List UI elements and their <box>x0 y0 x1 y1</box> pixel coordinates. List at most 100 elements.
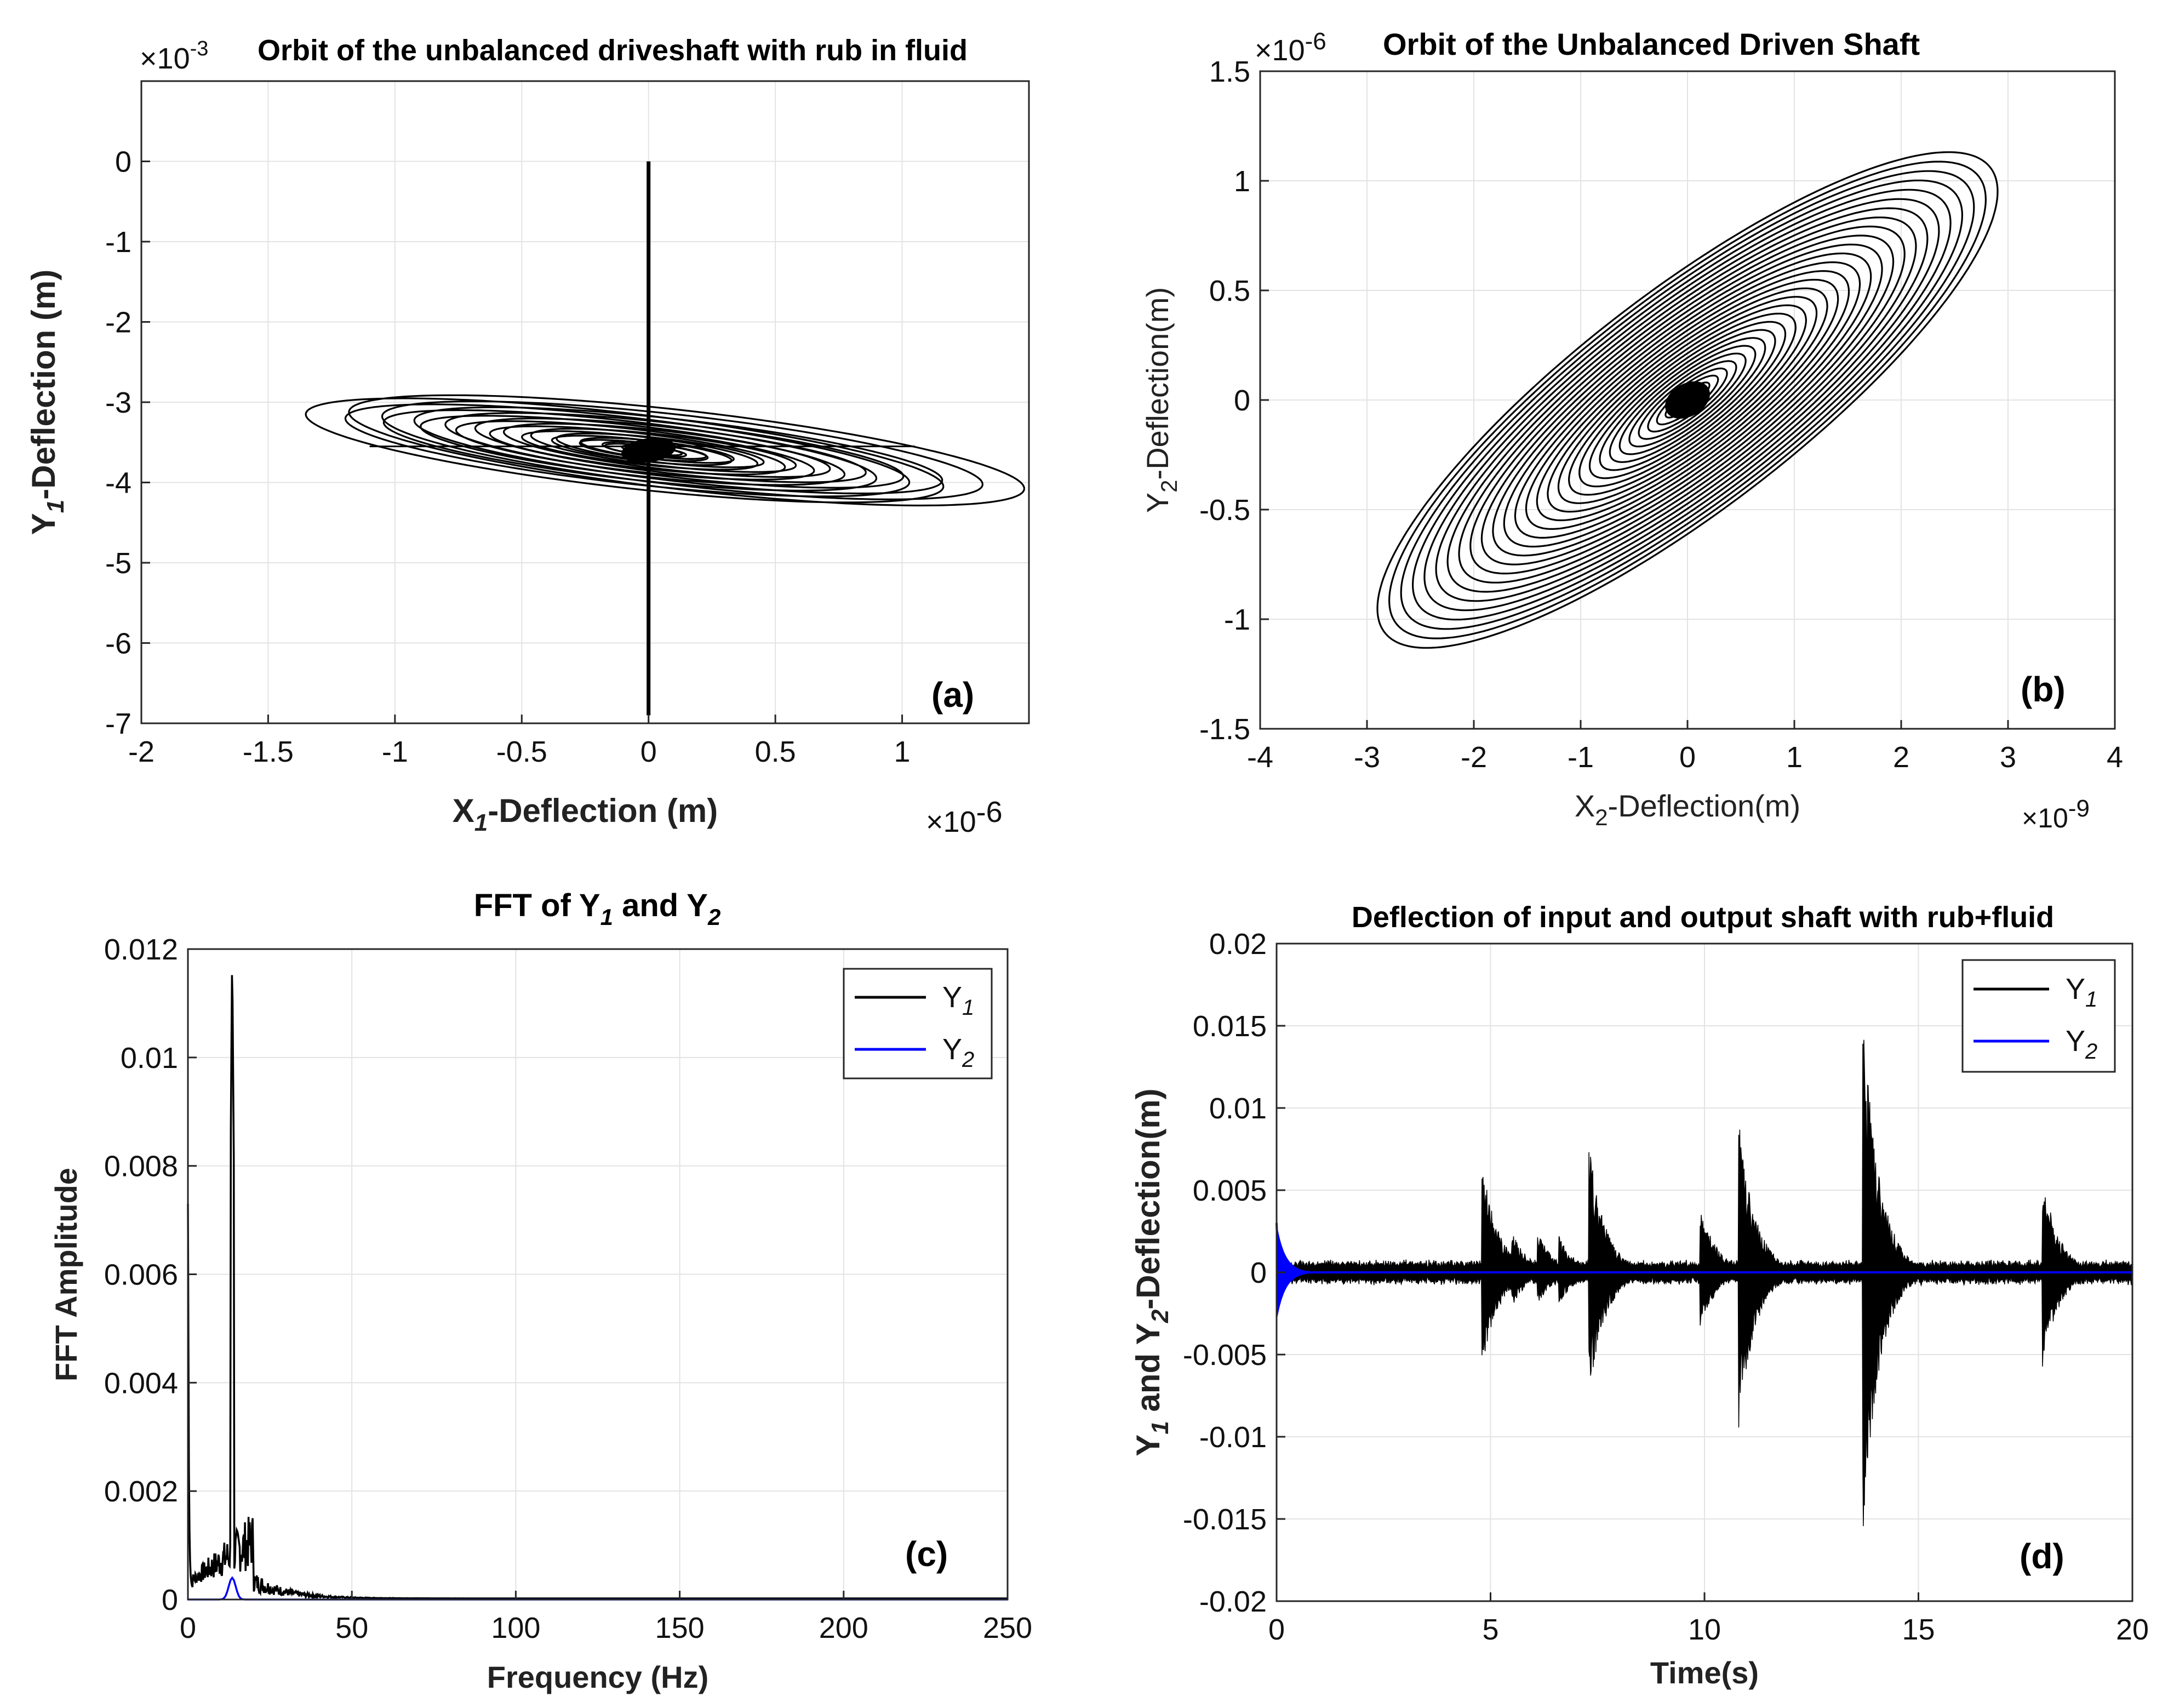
chart-c-legend-label-y2-sub: 2 <box>962 1048 974 1072</box>
chart-d-series-y2-transient <box>1277 1223 1311 1322</box>
chart-a-y-exponent-power: -3 <box>190 37 209 60</box>
chart-a-title: Orbit of the unbalanced driveshaft with … <box>258 34 968 67</box>
chart-d-y-label-main: Y <box>1130 1435 1166 1456</box>
chart-c-y-tick-label: 0.008 <box>104 1150 178 1183</box>
chart-b-x-tick-label: 2 <box>1893 741 1909 774</box>
chart-d-y-label-mid: and Y <box>1130 1323 1166 1421</box>
chart-c-x-tick-label: 150 <box>655 1612 705 1644</box>
chart-a-x-tick-label: -2 <box>128 735 155 768</box>
chart-d-legend-label-y1: Y1 <box>2066 973 2097 1012</box>
chart-b-y-exponent-power: -6 <box>1305 28 1326 55</box>
chart-d-y-tick-label: 0 <box>1250 1256 1267 1289</box>
chart-d-y-tick-label: 0.02 <box>1209 928 1267 961</box>
chart-c-legend-label-y1: Y1 <box>942 981 974 1020</box>
chart-c-x-tick-label: 200 <box>819 1612 868 1644</box>
chart-d-y-ticks: 0.02 0.015 0.01 0.005 0 -0.005 -0.01 -0.015 -0.0… <box>1183 928 1285 1618</box>
chart-a-x-tick-label: 1 <box>894 735 911 768</box>
chart-c-title-part2: and Y <box>613 888 708 923</box>
chart-d-y-label: Y1 and Y2-Deflection(m) <box>1130 1088 1174 1456</box>
chart-b-y-tick-label: 1 <box>1234 165 1250 198</box>
chart-c-legend-label-y1-sub: 1 <box>962 996 974 1020</box>
chart-a-x-label-rest: -Deflection (m) <box>488 792 718 829</box>
chart-c-series-y1 <box>187 975 1008 1601</box>
chart-a-x-label: X1-Deflection (m) <box>453 792 718 836</box>
chart-b-x-tick-label: -4 <box>1247 741 1273 774</box>
chart-c-x-tick-label: 0 <box>180 1612 196 1644</box>
chart-d-legend-box <box>1961 959 2116 1073</box>
chart-b-x-tick-label: 1 <box>1786 741 1803 774</box>
chart-c-y-tick-label: 0.004 <box>104 1367 178 1399</box>
chart-d-legend-label-y1-sub: 1 <box>2085 987 2097 1012</box>
chart-b-x-label: X2-Deflection(m) <box>1575 789 1800 830</box>
chart-b-x-tick-label: 3 <box>2000 741 2016 774</box>
chart-b-orbit-center <box>1665 381 1710 419</box>
chart-d-title: Deflection of input and output shaft wit… <box>1352 901 2054 934</box>
chart-d-x-tick-label: 20 <box>2116 1613 2149 1646</box>
chart-d-y-tick-label: 0.015 <box>1193 1010 1267 1043</box>
chart-b-x-tick-label: -1 <box>1568 741 1594 774</box>
chart-c-legend-label-y2: Y2 <box>942 1033 974 1072</box>
chart-a-x-tick-label: -0.5 <box>496 735 547 768</box>
chart-c-y-tick-label: 0.012 <box>104 933 178 966</box>
chart-a-y-tick-label: -1 <box>105 226 131 259</box>
chart-c-legend-label-y2-main: Y <box>942 1033 962 1066</box>
chart-c-x-label: Frequency (Hz) <box>487 1660 709 1694</box>
chart-d-series-y2 <box>1275 1223 2132 1304</box>
chart-b-y-tick-label: -1.5 <box>1199 713 1250 746</box>
chart-a-y-tick-label: -4 <box>105 467 131 500</box>
chart-d-x-tick-label: 5 <box>1482 1613 1498 1646</box>
chart-c-legend: Y1 Y2 <box>843 968 993 1079</box>
chart-a-y-tick-label: -6 <box>105 627 131 660</box>
chart-c-x-tick-label: 100 <box>491 1612 540 1644</box>
chart-a-x-exponent-power: -6 <box>976 796 1003 829</box>
chart-b-x-exponent: ×10-9 <box>2022 795 2090 833</box>
chart-c-y-ticks: 0 0.002 0.004 0.006 0.008 0.01 0.012 <box>104 933 197 1616</box>
chart-d-legend-label-y2-main: Y <box>2066 1025 2085 1058</box>
chart-b-y-tick-label: 0.5 <box>1209 275 1250 307</box>
chart-d-y-tick-label: -0.02 <box>1199 1585 1267 1618</box>
chart-b-x-tick-label: 4 <box>2107 741 2123 774</box>
chart-d-x-label: Time(s) <box>1650 1655 1759 1690</box>
chart-b-y-exponent: ×10-6 <box>1255 28 1326 67</box>
chart-b-x-exponent-power: -9 <box>2068 795 2090 822</box>
chart-c-legend-box <box>843 968 993 1079</box>
chart-d-legend-label-y2: Y2 <box>2066 1025 2097 1064</box>
chart-a-x-label-sub: 1 <box>474 809 488 836</box>
chart-b-y-tick-label: 0 <box>1234 384 1250 417</box>
chart-a-y-tick-label: -5 <box>105 547 131 580</box>
chart-c-x-tick-label: 50 <box>335 1612 368 1644</box>
chart-a-x-tick-label: 0 <box>640 735 657 768</box>
chart-b-x-label-rest: -Deflection(m) <box>1608 789 1801 823</box>
chart-b-y-tick-label: -1 <box>1224 603 1250 636</box>
chart-d-legend-label-y1-main: Y <box>2066 973 2085 1006</box>
chart-panel-b: -4 -3 -2 -1 0 1 2 3 4 1.5 1 0.5 0 -0.5 -1 -1.5 Orbit o… <box>1140 27 2123 833</box>
chart-b-x-ticks: -4 -3 -2 -1 0 1 2 3 4 <box>1247 720 2123 774</box>
chart-a-y-label: Y1-Deflection (m) <box>25 270 69 535</box>
chart-a-x-tick-label: 0.5 <box>755 735 796 768</box>
chart-c-y-label: FFT Amplitude <box>49 1168 83 1381</box>
chart-b-panel-label: (b) <box>2021 670 2066 709</box>
chart-b-y-tick-label: -0.5 <box>1199 494 1250 527</box>
chart-c-y-tick-label: 0.006 <box>104 1259 178 1292</box>
chart-c-panel-label: (c) <box>905 1534 948 1574</box>
chart-b-x-tick-label: 0 <box>1679 741 1696 774</box>
chart-c-title-sub1: 1 <box>600 904 613 930</box>
chart-b-y-label-rest: -Deflection(m) <box>1140 287 1175 480</box>
chart-a-y-tick-label: -2 <box>105 306 131 339</box>
chart-d-x-tick-label: 10 <box>1688 1613 1721 1646</box>
chart-c-legend-label-y1-main: Y <box>942 981 962 1014</box>
chart-a-x-tick-label: -1 <box>382 735 408 768</box>
chart-panel-d: 0 5 10 15 20 0.02 0.015 0.01 0.005 0 -0.005 -0.01 -… <box>1130 901 2149 1690</box>
chart-b-x-tick-label: -2 <box>1461 741 1487 774</box>
chart-b-x-tick-label: -3 <box>1354 741 1380 774</box>
chart-a-plot-area <box>305 161 1025 716</box>
chart-a-y-label-rest: -Deflection (m) <box>25 270 62 500</box>
chart-a-y-exponent: ×10-3 <box>140 37 208 75</box>
chart-a-y-label-main: Y <box>25 513 62 535</box>
chart-d-x-ticks: 0 5 10 15 20 <box>1268 1592 2149 1646</box>
chart-a-y-tick-label: -7 <box>105 707 131 740</box>
chart-panel-a: -2 -1.5 -1 -0.5 0 0.5 1 0 -1 -2 -3 -4 -5 -6 -7 Orbit … <box>25 34 1030 838</box>
chart-b-plot-area <box>1376 151 1999 649</box>
chart-b-y-ticks: 1.5 1 0.5 0 -0.5 -1 -1.5 <box>1199 55 1269 746</box>
chart-d-panel-label: (d) <box>2020 1536 2064 1576</box>
